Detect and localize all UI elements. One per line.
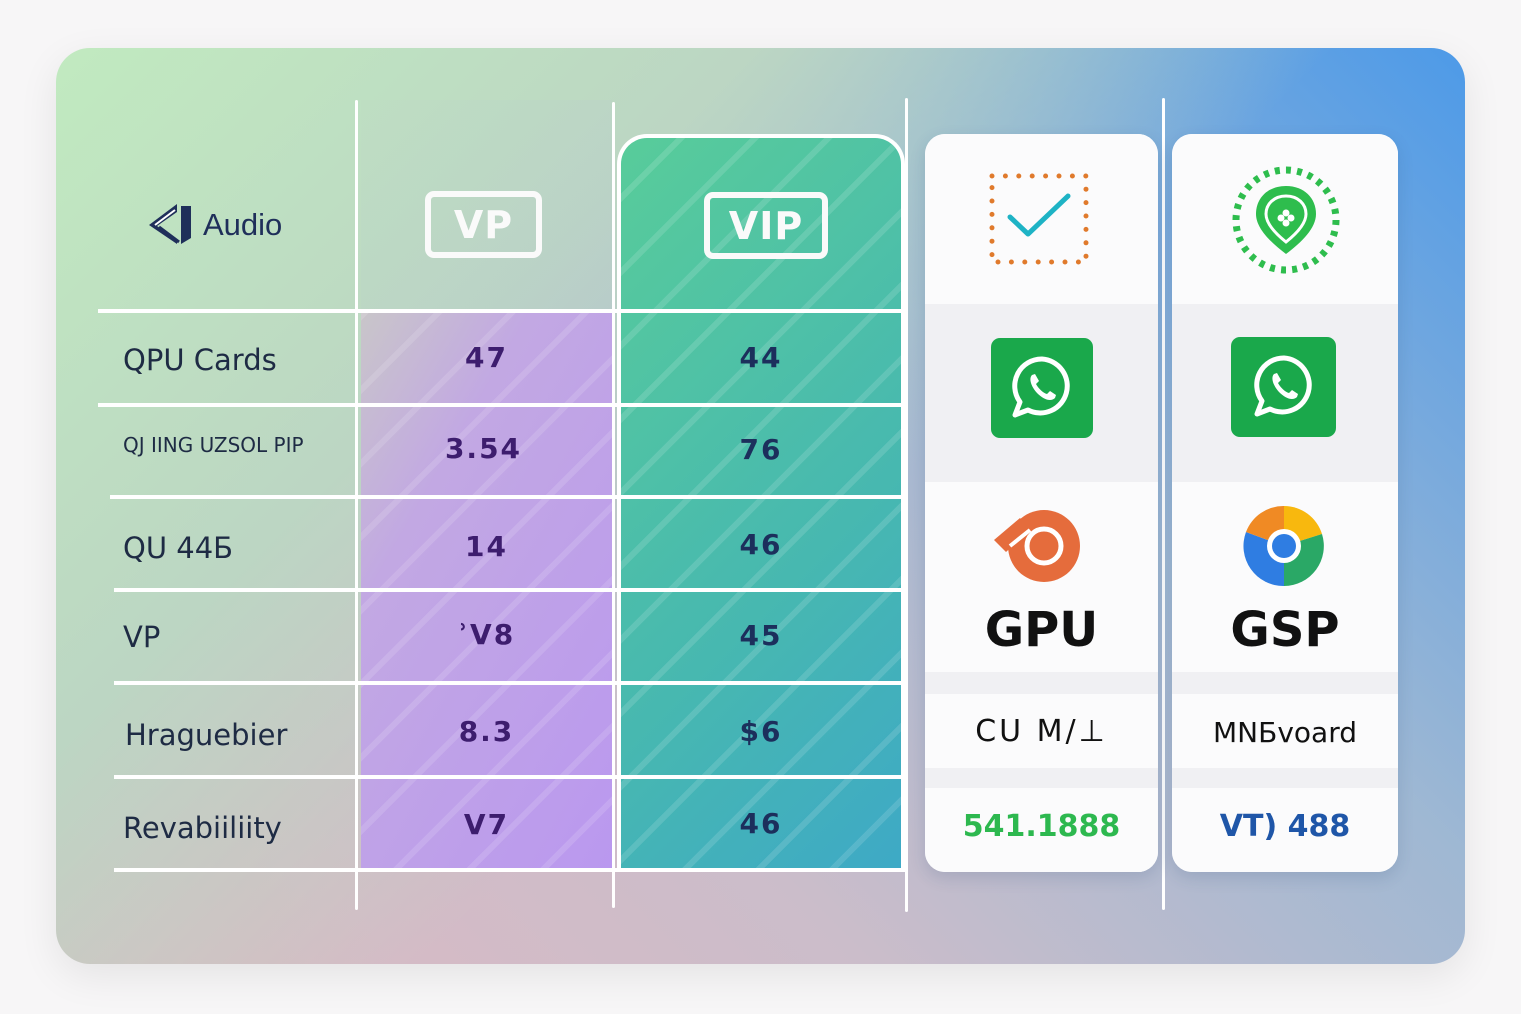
row-divider	[114, 681, 908, 685]
shield-phone-badge-icon	[1230, 166, 1342, 278]
audio-logo-icon	[145, 200, 193, 250]
row-divider	[110, 495, 908, 499]
row-divider	[114, 588, 908, 592]
card-value: 541.1888	[962, 809, 1121, 844]
column-divider	[905, 98, 908, 912]
vp-value: 3.54	[444, 432, 523, 465]
vip-value: 76	[739, 433, 783, 466]
whatsapp-icon[interactable]	[991, 338, 1093, 438]
whatsapp-icon[interactable]	[1231, 337, 1336, 437]
vip-value: 45	[739, 619, 783, 652]
row-label: Hraguebier	[125, 718, 288, 752]
vp-value: V7	[463, 808, 510, 841]
stripe-pattern	[621, 138, 901, 870]
vp-value: 14	[465, 530, 508, 563]
card-title: GPU	[984, 602, 1099, 658]
row-label: VP	[123, 620, 161, 654]
plan-badge-vip[interactable]: VIP	[704, 192, 828, 259]
row-label: Revabiiliity	[123, 811, 282, 845]
row-divider	[114, 868, 908, 872]
column-divider	[612, 102, 615, 908]
vip-value: 44	[739, 341, 783, 374]
orange-swirl-icon	[990, 506, 1082, 590]
card-value: VT) 488	[1219, 809, 1351, 844]
vp-value: 8.3	[458, 715, 515, 748]
vp-value: 47	[465, 341, 508, 374]
row-label: QPU Cards	[123, 343, 277, 377]
card-subtitle: CU M/⊥	[975, 714, 1108, 749]
column-divider	[1162, 98, 1165, 910]
row-divider	[98, 309, 908, 313]
card-title: GSP	[1230, 602, 1340, 658]
vip-value: $6	[739, 715, 783, 748]
vp-value: ʾV8	[457, 618, 516, 651]
feature-card-gsp[interactable]: GSP MNБvoard VT) 488	[1172, 134, 1398, 872]
vip-value: 46	[739, 807, 783, 840]
row-label: QU 44Б	[123, 531, 234, 565]
feature-card-gpu[interactable]: GPU CU M/⊥ 541.1888	[925, 134, 1158, 872]
audio-logo-label: Audio	[203, 207, 283, 242]
row-divider	[98, 403, 908, 407]
audio-logo: Audio	[145, 200, 282, 250]
column-divider	[355, 100, 358, 910]
plan-badge-vp[interactable]: VP	[425, 191, 542, 258]
dotted-checkbox-icon	[988, 172, 1090, 270]
row-divider	[114, 775, 908, 779]
chrome-like-icon	[1242, 504, 1326, 592]
card-subtitle: MNБvoard	[1213, 716, 1357, 749]
vip-value: 46	[739, 528, 783, 561]
vp-column-header	[361, 100, 612, 310]
row-label: QJ IING UZSOL PIP	[123, 433, 304, 457]
